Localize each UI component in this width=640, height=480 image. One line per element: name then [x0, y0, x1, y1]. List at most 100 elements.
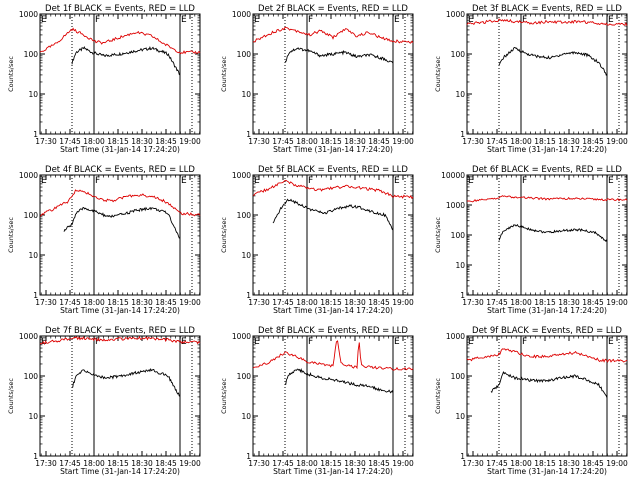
y-tick-label: 1000 — [19, 332, 38, 341]
panel-3: Det 3f BLACK = Events, RED = LLD 1 10 100 10… — [434, 4, 628, 154]
y-axis-label: Counts/sec — [434, 56, 442, 92]
time-marker-label: E — [468, 176, 474, 186]
plot-frame — [39, 13, 201, 135]
x-tick-label: 18:00 — [296, 137, 318, 146]
y-tick-label: 10 — [28, 251, 38, 260]
x-tick-label: 17:45 — [486, 298, 508, 307]
x-tick-label: 18:30 — [344, 137, 366, 146]
x-tick-label: 18:30 — [131, 459, 153, 468]
y-tick-label: 1 — [246, 452, 251, 461]
x-tick-label: 19:00 — [179, 459, 201, 468]
y-tick-label: 1 — [33, 291, 38, 300]
y-tick-label: 100 — [451, 50, 466, 59]
y-tick-label: 1000 — [19, 10, 38, 19]
x-axis-label: Start Time (31-Jan-14 17:24:20) — [487, 467, 607, 476]
x-tick-label: 19:00 — [606, 459, 628, 468]
panel-6: Det 6f BLACK = Events, RED = LLD 1 10 100 10… — [434, 165, 628, 315]
x-tick-label: 18:45 — [155, 298, 177, 307]
y-tick-label: 1000 — [232, 171, 251, 180]
plot-frame — [39, 174, 201, 296]
y-tick-label: 10 — [241, 90, 251, 99]
y-tick-label: 10 — [241, 251, 251, 260]
panel-title: Det 8f BLACK = Events, RED = LLD — [258, 326, 408, 336]
x-tick-label: 18:15 — [107, 298, 129, 307]
x-tick-label: 17:30 — [248, 298, 270, 307]
time-marker-label: F — [308, 337, 313, 347]
time-marker-label: E — [41, 176, 47, 186]
time-marker-label: E — [254, 337, 260, 347]
x-tick-label: 18:15 — [320, 298, 342, 307]
x-tick-label: 19:00 — [606, 137, 628, 146]
y-tick-label: 1 — [460, 291, 465, 300]
y-tick-label: 10000 — [441, 171, 465, 180]
plot-frame — [252, 335, 414, 457]
x-axis-label: Start Time (31-Jan-14 17:24:20) — [487, 306, 607, 315]
lld-series-line — [39, 189, 201, 217]
x-tick-label: 18:45 — [582, 298, 604, 307]
x-tick-label: 17:30 — [462, 459, 484, 468]
x-tick-label: 18:00 — [83, 137, 105, 146]
plot-frame — [466, 174, 628, 296]
time-marker-label: F — [95, 176, 100, 186]
y-axis-label: Counts/sec — [7, 56, 15, 92]
x-tick-label: 18:00 — [296, 298, 318, 307]
y-axis-label: Counts/sec — [220, 56, 228, 92]
x-tick-label: 17:30 — [248, 137, 270, 146]
time-marker-label: E — [468, 15, 474, 25]
x-tick-label: 18:00 — [510, 298, 532, 307]
y-axis-label: Counts/sec — [220, 378, 228, 414]
y-tick-label: 1000 — [446, 332, 465, 341]
time-marker-label: E — [394, 15, 400, 25]
events-series-line — [272, 198, 394, 231]
events-series-line — [284, 47, 394, 64]
x-tick-label: 18:30 — [344, 298, 366, 307]
x-tick-label: 18:15 — [107, 137, 129, 146]
panel-title: Det 7f BLACK = Events, RED = LLD — [45, 326, 195, 336]
time-marker-label: E — [41, 15, 47, 25]
y-tick-label: 1000 — [19, 171, 38, 180]
x-tick-label: 18:45 — [582, 459, 604, 468]
x-tick-label: 18:45 — [155, 137, 177, 146]
x-tick-label: 18:00 — [83, 459, 105, 468]
y-tick-label: 100 — [237, 211, 252, 220]
x-axis-label: Start Time (31-Jan-14 17:24:20) — [60, 145, 180, 154]
x-axis-label: Start Time (31-Jan-14 17:24:20) — [273, 145, 393, 154]
x-tick-label: 18:00 — [296, 459, 318, 468]
events-series-line — [71, 46, 181, 76]
y-tick-label: 1000 — [232, 10, 251, 19]
y-axis-label: Counts/sec — [434, 378, 442, 414]
y-tick-label: 100 — [451, 372, 466, 381]
x-tick-label: 18:30 — [558, 137, 580, 146]
x-tick-label: 18:45 — [368, 298, 390, 307]
x-tick-label: 18:30 — [558, 459, 580, 468]
panel-title: Det 2f BLACK = Events, RED = LLD — [258, 4, 408, 14]
y-tick-label: 10 — [455, 261, 465, 270]
y-tick-label: 1000 — [446, 10, 465, 19]
x-tick-label: 18:15 — [320, 137, 342, 146]
lld-series-line — [39, 335, 201, 346]
y-tick-label: 1 — [33, 130, 38, 139]
x-tick-label: 18:00 — [510, 137, 532, 146]
panel-4: Det 4f BLACK = Events, RED = LLD 1 10 100 10… — [7, 165, 201, 315]
x-tick-label: 18:30 — [558, 298, 580, 307]
lld-series-line — [252, 179, 414, 200]
panel-8: Det 8f BLACK = Events, RED = LLD 1 10 100 10… — [220, 326, 414, 476]
events-series-line — [498, 223, 608, 243]
x-tick-label: 19:00 — [392, 459, 414, 468]
events-series-line — [71, 368, 181, 397]
x-tick-label: 17:30 — [462, 137, 484, 146]
time-marker-label: E — [394, 337, 400, 347]
x-tick-label: 18:15 — [534, 459, 556, 468]
lld-series-line — [39, 27, 201, 55]
x-tick-label: 17:45 — [59, 459, 81, 468]
panel-title: Det 1f BLACK = Events, RED = LLD — [45, 4, 195, 14]
lld-series-line — [252, 26, 414, 44]
panel-title: Det 9f BLACK = Events, RED = LLD — [472, 326, 622, 336]
x-tick-label: 18:30 — [131, 137, 153, 146]
lld-series-line — [466, 195, 628, 203]
x-tick-label: 17:45 — [486, 137, 508, 146]
panel-title: Det 3f BLACK = Events, RED = LLD — [472, 4, 622, 14]
x-tick-label: 17:45 — [59, 298, 81, 307]
x-tick-label: 19:00 — [392, 137, 414, 146]
y-tick-label: 10 — [28, 90, 38, 99]
